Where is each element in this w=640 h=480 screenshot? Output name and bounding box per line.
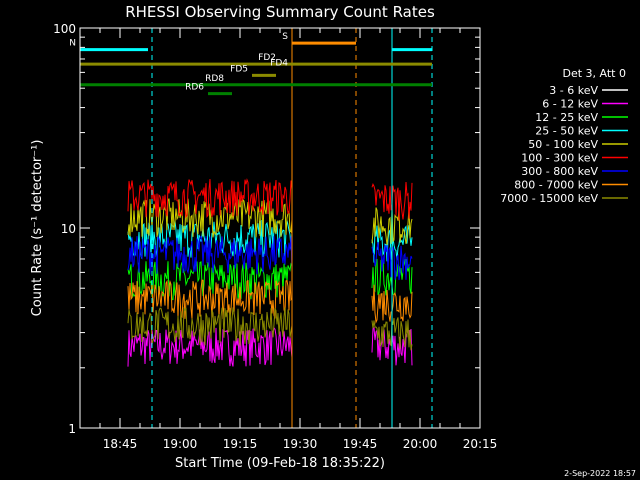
- legend-title: Det 3, Att 0: [563, 67, 627, 80]
- x-tick-label: 19:45: [343, 437, 378, 451]
- y-tick-label: 100: [53, 22, 76, 36]
- series-6: [127, 178, 413, 221]
- x-tick-label: 19:00: [163, 437, 198, 451]
- series-2: [127, 326, 413, 367]
- series-trace: [127, 279, 293, 319]
- chart-title: RHESSI Observing Summary Count Rates: [125, 3, 435, 21]
- data-layer: [127, 178, 413, 367]
- x-tick-label: 19:15: [223, 437, 258, 451]
- legend-label: 3 - 6 keV: [549, 84, 598, 97]
- flag-label: FD2: [258, 53, 276, 63]
- series-trace: [127, 235, 293, 275]
- axis-layer: 1 10 100 18:45 19:00 19:15 19:30 19:45 20:00 20:1…: [53, 22, 497, 451]
- series-5: [127, 198, 413, 246]
- legend-label: 100 - 300 keV: [521, 152, 598, 165]
- x-tick-label: 18:45: [103, 437, 138, 451]
- flag-label: FD5: [230, 64, 248, 74]
- flag-label: RD8: [205, 74, 224, 84]
- flag-label: RD6: [185, 83, 204, 93]
- legend-label: 7000 - 15000 keV: [500, 192, 598, 205]
- series-trace: [127, 306, 293, 346]
- legend-label: 25 - 50 keV: [535, 125, 598, 138]
- y-tick-label: 10: [61, 222, 76, 236]
- x-tick-label: 20:15: [463, 437, 498, 451]
- series-trace: [127, 178, 293, 219]
- legend-label: 12 - 25 keV: [535, 111, 598, 124]
- series-trace: [127, 326, 293, 367]
- flag-label: N: [69, 39, 76, 49]
- y-axis-label: Count Rate (s⁻¹ detector⁻¹): [30, 140, 45, 317]
- legend-label: 50 - 100 keV: [528, 138, 598, 151]
- legend-label: 800 - 7000 keV: [514, 179, 598, 192]
- flag-label: FD4: [270, 59, 288, 69]
- flag-label: S: [282, 32, 288, 42]
- legend-label: 6 - 12 keV: [542, 98, 598, 111]
- y-tick-label: 1: [68, 422, 76, 436]
- legend-label: 300 - 800 keV: [521, 165, 598, 178]
- x-axis-label: Start Time (09-Feb-18 18:35:22): [175, 456, 385, 471]
- x-tick-label: 20:00: [403, 437, 438, 451]
- x-tick-label: 19:30: [283, 437, 318, 451]
- footer-date: 2-Sep-2022 18:57: [564, 469, 636, 478]
